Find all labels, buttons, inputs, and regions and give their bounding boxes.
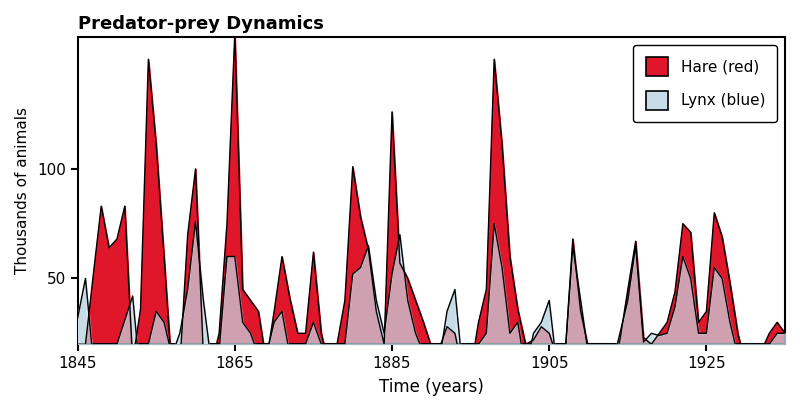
Y-axis label: Thousands of animals: Thousands of animals [15, 107, 30, 274]
Text: Predator-prey Dynamics: Predator-prey Dynamics [78, 15, 323, 33]
X-axis label: Time (years): Time (years) [379, 378, 484, 396]
Legend: Hare (red), Lynx (blue): Hare (red), Lynx (blue) [634, 45, 778, 122]
